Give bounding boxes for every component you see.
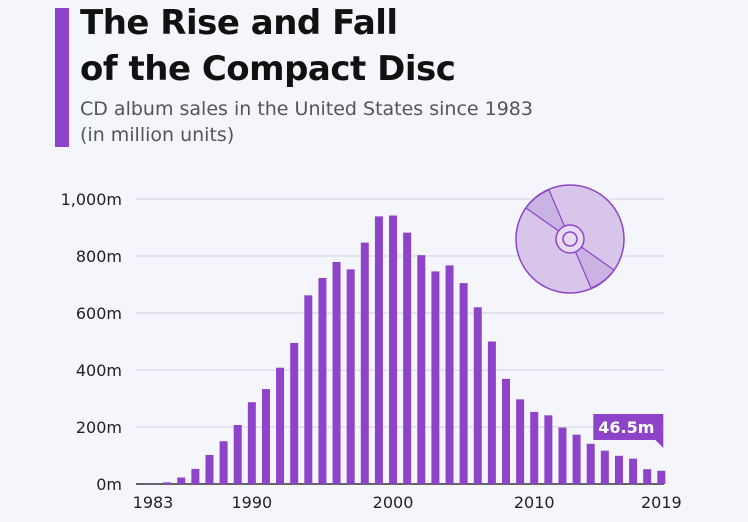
bar xyxy=(360,242,369,484)
bar xyxy=(219,441,228,484)
bar xyxy=(643,469,652,484)
bar xyxy=(487,341,496,484)
bar xyxy=(374,216,383,484)
bar xyxy=(163,482,172,484)
bar xyxy=(417,255,426,484)
chart-title: The Rise and Fall of the Compact Disc xyxy=(80,0,456,92)
bar xyxy=(572,434,581,484)
x-tick-label: 1983 xyxy=(133,493,174,512)
compact-disc-icon xyxy=(515,184,625,294)
bar xyxy=(431,271,440,484)
chart-subtitle: CD album sales in the United States sinc… xyxy=(80,96,533,148)
bar xyxy=(544,415,553,484)
x-tick-label: 2000 xyxy=(373,493,414,512)
bar xyxy=(233,425,242,484)
callout-box xyxy=(593,414,664,448)
bar xyxy=(247,402,256,484)
title-line-1: The Rise and Fall xyxy=(80,3,398,43)
bar xyxy=(657,470,666,484)
bar xyxy=(516,399,525,484)
subtitle-line-2: (in million units) xyxy=(80,124,235,146)
callout-label: 46.5m xyxy=(598,418,654,437)
bar xyxy=(403,232,412,484)
bar xyxy=(276,367,285,484)
x-tick-label: 2019 xyxy=(641,493,682,512)
bar xyxy=(191,468,200,484)
x-tick-label: 1990 xyxy=(231,493,272,512)
y-tick-label: 1,000m xyxy=(61,190,122,209)
bar xyxy=(318,277,327,484)
subtitle-line-1: CD album sales in the United States sinc… xyxy=(80,98,533,120)
y-tick-label: 200m xyxy=(76,418,122,437)
bar xyxy=(177,477,186,484)
bar xyxy=(389,215,398,484)
bar xyxy=(261,389,270,484)
y-tick-label: 400m xyxy=(76,361,122,380)
bars xyxy=(149,215,666,484)
y-axis-tick-labels: 0m 200m 400m 600m 800m 1,000m xyxy=(61,190,122,494)
x-tick-label: 2010 xyxy=(514,493,555,512)
bar xyxy=(600,450,609,484)
last-value-callout: 46.5m xyxy=(593,414,664,448)
y-tick-label: 600m xyxy=(76,304,122,323)
bar xyxy=(502,378,510,484)
bar xyxy=(445,265,454,484)
bar xyxy=(332,261,341,484)
accent-bar xyxy=(55,8,69,147)
bar xyxy=(530,411,539,484)
y-tick-label: 800m xyxy=(76,247,122,266)
bar xyxy=(304,295,313,484)
bar xyxy=(346,269,355,484)
bar xyxy=(614,455,623,484)
y-tick-label: 0m xyxy=(96,475,122,494)
bar xyxy=(473,307,482,484)
bar xyxy=(205,454,214,484)
bar xyxy=(459,283,468,484)
x-axis-tick-labels: 1983 1990 2000 2010 2019 xyxy=(133,493,682,512)
bar xyxy=(558,427,567,484)
bar xyxy=(629,458,638,484)
title-line-2: of the Compact Disc xyxy=(80,49,456,89)
bar xyxy=(290,342,299,484)
bar xyxy=(586,443,595,484)
